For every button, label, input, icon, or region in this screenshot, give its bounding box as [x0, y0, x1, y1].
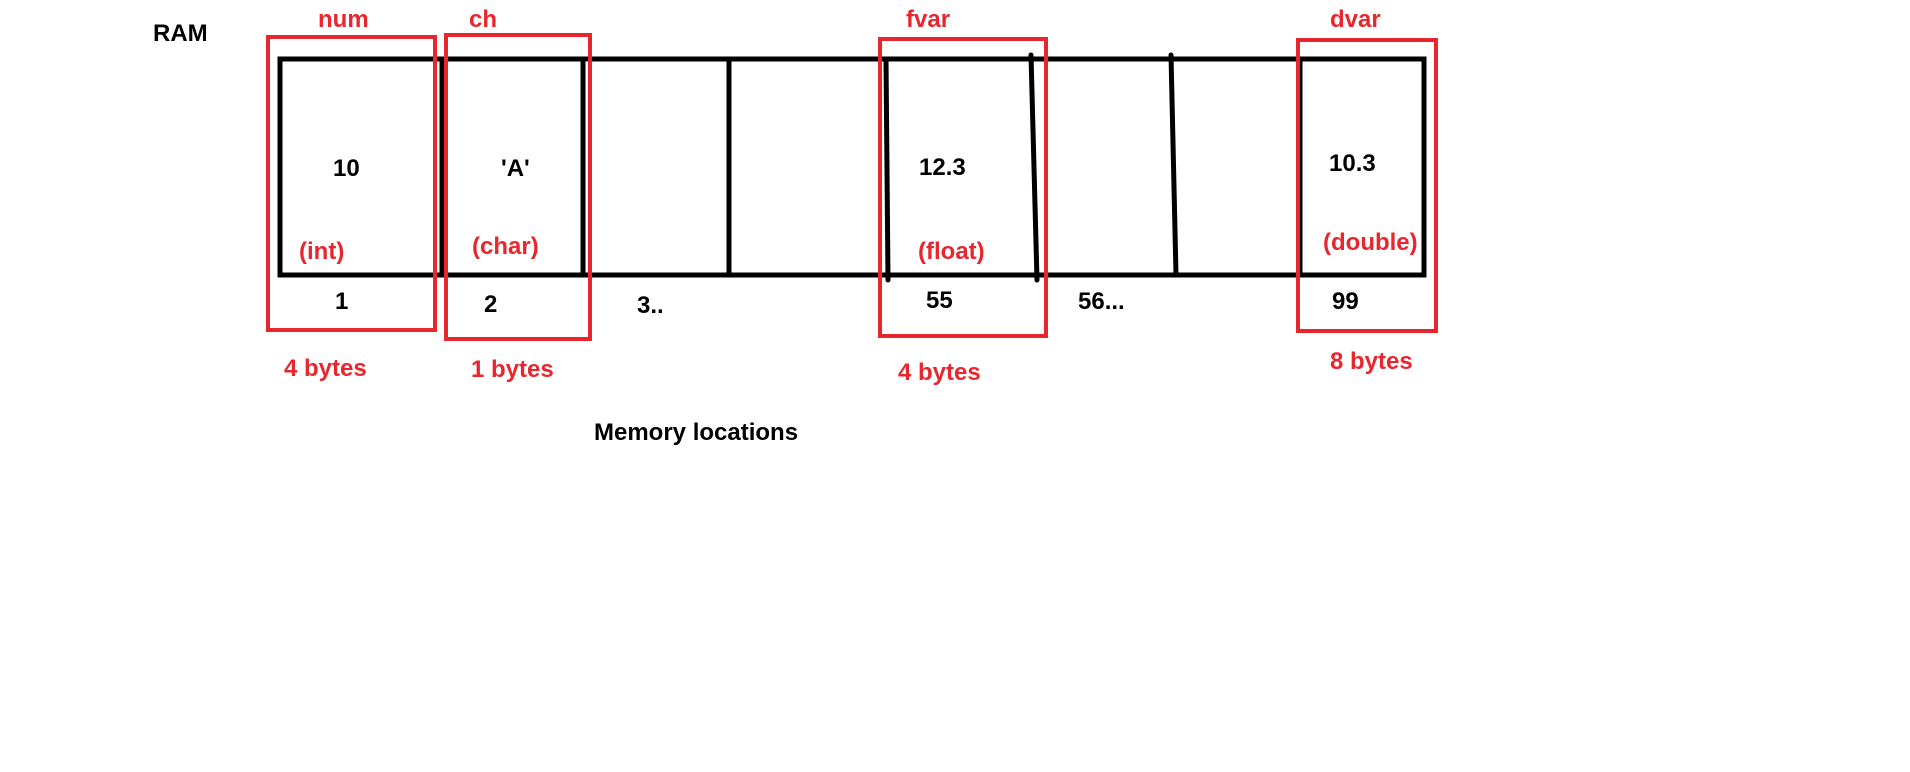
memory-address: 99 [1332, 288, 1359, 315]
variable-value: 12.3 [919, 154, 966, 181]
memory-address: 55 [926, 287, 953, 314]
fvar-highlight-box [878, 37, 1048, 338]
variable-size: 1 bytes [471, 356, 554, 383]
memory-locations-caption: Memory locations [594, 419, 798, 446]
memory-strip [277, 52, 1427, 283]
variable-name: fvar [906, 6, 950, 33]
cell-divider [883, 56, 891, 283]
variable-name: num [318, 6, 369, 33]
num-highlight-box [266, 35, 437, 332]
variable-fvar: fvar 12.3 (float) 55 4 bytes [898, 6, 985, 386]
variable-name: dvar [1330, 6, 1381, 33]
variable-value: 'A' [501, 155, 530, 182]
variable-ch: ch 'A' (char) 2 1 bytes [469, 6, 554, 383]
variable-value: 10 [333, 155, 360, 182]
variable-type: (int) [299, 238, 344, 265]
variable-size: 8 bytes [1330, 348, 1413, 375]
variable-size: 4 bytes [898, 359, 981, 386]
variable-type: (double) [1323, 229, 1418, 256]
cell-divider [1168, 52, 1179, 278]
memory-address: 56... [1078, 288, 1125, 315]
dvar-highlight-box [1296, 38, 1438, 333]
ch-highlight-box [444, 33, 592, 341]
ram-title: RAM [153, 20, 208, 47]
variable-size: 4 bytes [284, 355, 367, 382]
variable-value: 10.3 [1329, 150, 1376, 177]
variable-name: ch [469, 6, 497, 33]
cell-divider [1028, 52, 1040, 283]
variable-dvar: dvar 10.3 (double) 99 8 bytes [1323, 6, 1418, 375]
memory-address: 1 [335, 288, 348, 315]
variable-type: (float) [918, 238, 985, 265]
variable-highlights [266, 33, 1438, 341]
memory-address: 3.. [637, 292, 664, 319]
memory-strip-outline [277, 56, 1427, 278]
variable-num: num 10 (int) 1 4 bytes [284, 6, 369, 382]
variable-type: (char) [472, 233, 539, 260]
memory-address: 2 [484, 291, 497, 318]
